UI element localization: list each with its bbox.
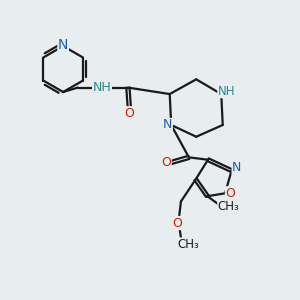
Text: N: N — [163, 118, 172, 131]
Text: O: O — [161, 156, 171, 169]
Text: O: O — [124, 107, 134, 120]
Text: O: O — [225, 187, 235, 200]
Text: O: O — [172, 217, 182, 230]
Text: CH₃: CH₃ — [218, 200, 239, 213]
Text: CH₃: CH₃ — [177, 238, 199, 251]
Text: NH: NH — [218, 85, 235, 98]
Text: N: N — [232, 161, 242, 174]
Text: N: N — [58, 38, 68, 52]
Text: NH: NH — [93, 81, 111, 94]
